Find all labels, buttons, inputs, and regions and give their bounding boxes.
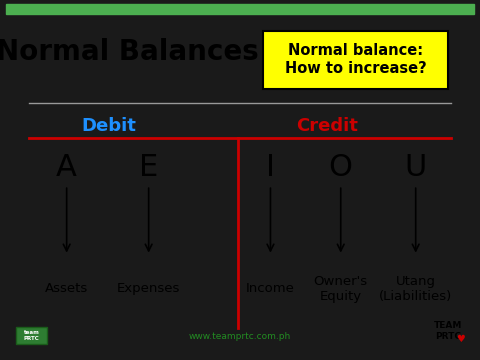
Text: Utang
(Liabilities): Utang (Liabilities) — [379, 275, 452, 303]
FancyBboxPatch shape — [264, 31, 448, 89]
Text: TEAM
PRTC: TEAM PRTC — [434, 321, 463, 341]
FancyBboxPatch shape — [16, 327, 47, 344]
Bar — [6, 4, 474, 14]
Text: I: I — [266, 153, 275, 182]
Text: www.teamprtc.com.ph: www.teamprtc.com.ph — [189, 332, 291, 341]
Text: Assets: Assets — [45, 283, 88, 296]
Text: ♥: ♥ — [456, 334, 465, 344]
Text: O: O — [329, 153, 353, 182]
Text: Debit: Debit — [82, 117, 136, 135]
Text: Owner's
Equity: Owner's Equity — [313, 275, 368, 303]
Text: Normal Balances: Normal Balances — [0, 38, 259, 66]
Text: E: E — [139, 153, 158, 182]
Text: Expenses: Expenses — [117, 283, 180, 296]
Text: Credit: Credit — [296, 117, 358, 135]
Text: Income: Income — [246, 283, 295, 296]
Text: Normal balance:
How to increase?: Normal balance: How to increase? — [285, 44, 427, 76]
Text: A: A — [56, 153, 77, 182]
Text: U: U — [405, 153, 427, 182]
Text: team
PRTC: team PRTC — [24, 330, 39, 341]
